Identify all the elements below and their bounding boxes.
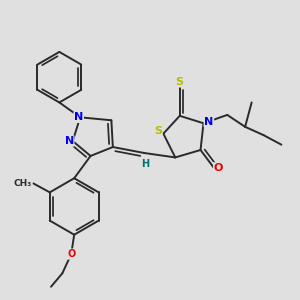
Text: N: N xyxy=(204,117,214,127)
Text: O: O xyxy=(67,249,75,259)
Text: S: S xyxy=(176,76,184,87)
Text: H: H xyxy=(142,159,150,169)
Text: N: N xyxy=(64,136,74,146)
Text: O: O xyxy=(214,163,223,173)
Text: N: N xyxy=(74,112,83,122)
Text: CH₃: CH₃ xyxy=(14,179,32,188)
Text: S: S xyxy=(154,126,162,136)
